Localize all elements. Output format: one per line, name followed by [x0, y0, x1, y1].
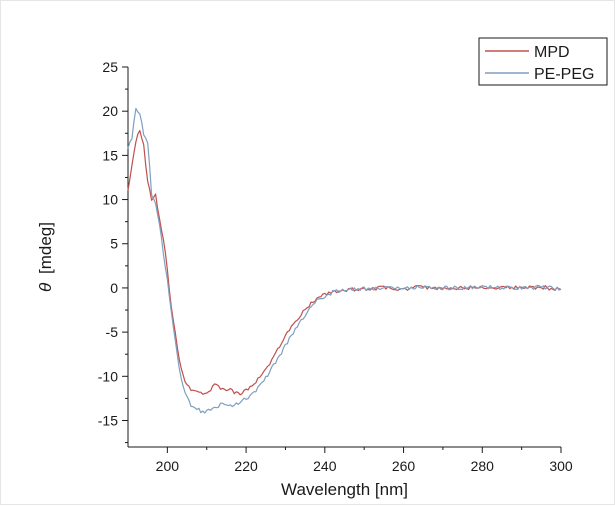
y-axis-label-symbol: θ	[36, 282, 55, 292]
y-tick-label: 25	[102, 59, 118, 75]
y-tick-label: 20	[102, 103, 118, 119]
y-ticks: 25 20 15 10 5 0 -5 -10 -15	[98, 59, 128, 444]
series-lines	[127, 107, 562, 414]
series-line-pe-peg	[127, 107, 562, 414]
x-tick-label: 300	[549, 458, 573, 474]
y-tick-label: -10	[98, 368, 118, 384]
x-tick-label: 240	[313, 458, 337, 474]
legend-label-mpd: MPD	[534, 44, 570, 61]
y-tick-label: -5	[106, 324, 119, 340]
y-tick-label: 0	[110, 280, 118, 296]
legend: MPD PE-PEG	[478, 37, 608, 86]
x-tick-label: 260	[392, 458, 416, 474]
x-tick-label: 200	[156, 458, 180, 474]
axes	[127, 67, 561, 448]
x-tick-label: 280	[471, 458, 495, 474]
x-tick-label: 220	[234, 458, 258, 474]
y-axis-label-unit: [mdeg]	[36, 222, 55, 274]
y-tick-label: 15	[102, 147, 118, 163]
legend-label-pe-peg: PE-PEG	[534, 66, 594, 83]
series-line-mpd	[127, 129, 562, 396]
x-axis-label: Wavelength [nm]	[281, 480, 408, 499]
legend-box	[478, 37, 608, 86]
y-tick-label: -15	[98, 412, 118, 428]
y-tick-label: 5	[110, 236, 118, 252]
y-tick-label: 10	[102, 192, 118, 208]
y-axis-label: θ [mdeg]	[36, 222, 55, 292]
x-ticks: 200 220 240 260 280 300	[156, 447, 573, 474]
